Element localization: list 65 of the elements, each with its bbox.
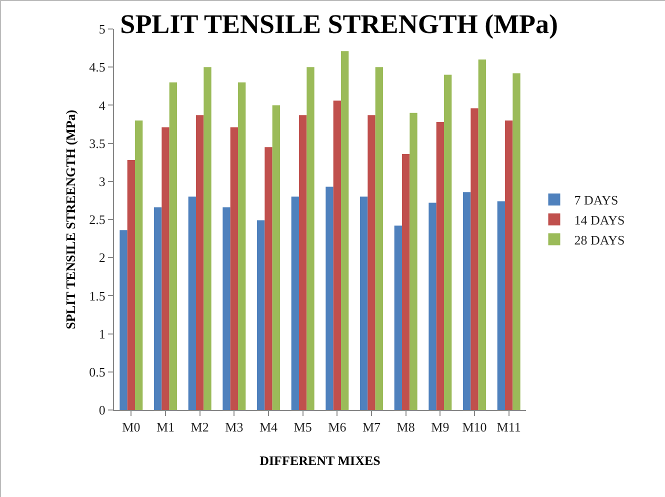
bar (410, 112, 418, 410)
x-tick-label: M0 (122, 420, 140, 435)
bar (436, 122, 444, 410)
y-tick-label: 4.5 (89, 60, 106, 75)
y-axis-title: SPLIT TENSILE STREENGTH (MPa) (63, 110, 78, 330)
chart-title: SPLIT TENSILE STRENGTH (MPa) (120, 8, 558, 39)
y-tick-label: 0.5 (89, 364, 106, 380)
bar (505, 120, 513, 410)
bar (368, 115, 376, 410)
bar (444, 74, 452, 410)
bar (497, 201, 505, 410)
y-tick-label: 1 (98, 326, 106, 342)
y-tick-label: 5 (98, 22, 106, 37)
bar (127, 160, 135, 410)
bar (428, 202, 436, 410)
bar (326, 186, 334, 410)
x-tick-label: M11 (496, 420, 521, 435)
y-tick-label: 2 (98, 250, 106, 266)
bar (463, 192, 471, 410)
x-axis-title: DIFFERENT MIXES (260, 453, 380, 468)
bar (394, 226, 402, 410)
bar (478, 59, 486, 410)
bar (162, 127, 170, 410)
x-tick-label: M9 (431, 420, 450, 435)
x-tick-label: M5 (294, 420, 312, 435)
y-tick-label: 3 (98, 174, 106, 189)
bar (333, 100, 341, 410)
x-tick-label: M6 (328, 420, 347, 435)
bar (238, 82, 246, 410)
y-tick-label: 4 (98, 98, 106, 113)
bar (272, 105, 280, 410)
bar (291, 196, 299, 410)
y-tick-label: 3.5 (89, 136, 106, 151)
legend-label: 28 DAYS (574, 232, 625, 248)
bar (470, 108, 478, 410)
x-tick-label: M4 (259, 420, 278, 435)
bar (222, 207, 230, 410)
x-tick-label: M8 (396, 420, 415, 435)
bar (360, 196, 368, 410)
bar (120, 230, 128, 410)
bar (204, 67, 212, 410)
y-tick-label: 1.5 (89, 288, 106, 304)
bar (264, 147, 272, 410)
bar (169, 82, 177, 410)
x-tick-label: M2 (190, 420, 209, 435)
bar (257, 220, 265, 410)
y-tick-label: 0 (98, 402, 106, 418)
bar (188, 196, 196, 410)
bar (154, 207, 162, 410)
bar (299, 115, 307, 410)
bar (402, 154, 410, 410)
bar (135, 120, 143, 410)
x-tick-label: M1 (156, 420, 175, 435)
x-tick-label: M7 (362, 420, 382, 435)
x-tick-label: M10 (462, 420, 487, 435)
bar (341, 51, 349, 410)
legend-label: 7 DAYS (574, 192, 618, 208)
bar (375, 67, 383, 410)
y-tick-label: 2.5 (89, 212, 106, 228)
x-tick-label: M3 (225, 420, 244, 435)
bar (306, 67, 314, 410)
legend-label: 14 DAYS (574, 212, 625, 228)
bar (230, 127, 238, 410)
bar (196, 115, 204, 410)
bar (512, 73, 520, 410)
